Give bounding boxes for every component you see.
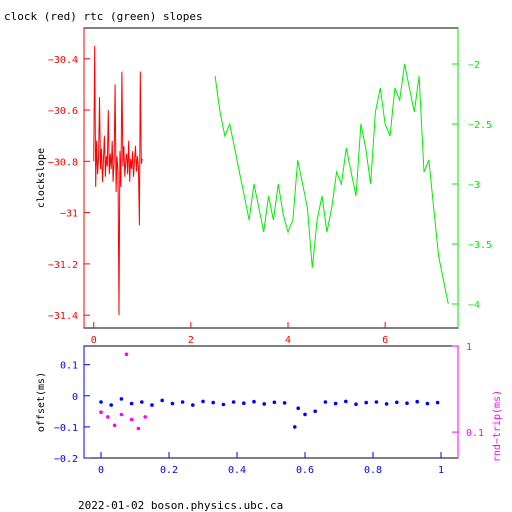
series-point-rnd-trip — [119, 412, 124, 417]
bottom-right-axis: 10.1 — [452, 342, 484, 458]
bottom-y2-axis-label: rnd−trip(ms) — [492, 390, 503, 462]
series-point-offset — [405, 401, 409, 406]
bottom-left-axis: 0.1 0 −0.1 −0.2 — [54, 346, 90, 465]
series-point-offset — [231, 400, 236, 404]
series-point-offset — [201, 399, 205, 404]
series-point-offset — [242, 401, 246, 406]
top-y-axis-label: clockslope — [36, 148, 47, 208]
top-left-tick-label: −31.2 — [48, 260, 78, 271]
footer-timestamp: 2022-01-02 boson.physics.ubc.ca — [78, 499, 283, 512]
top-left-axis: −30.4 −30.6 −30.8 −31 −31.2 −31.4 — [48, 28, 90, 328]
series-point-offset — [313, 409, 318, 414]
top-right-axis: −2 −2.5 −3 −3.5 −4 — [452, 28, 492, 328]
top-series-group — [93, 45, 449, 316]
series-point-offset — [99, 400, 103, 404]
series-point-offset — [262, 402, 267, 406]
series-point-offset — [395, 400, 399, 405]
series-point-offset — [119, 397, 124, 401]
bottom-series-group — [99, 352, 440, 431]
series-point-rnd-trip — [143, 415, 147, 419]
bottom-bottom-axis: 0 0.2 0.4 0.6 0.8 1 — [98, 452, 444, 476]
chart-title: clock (red) rtc (green) slopes — [4, 10, 203, 23]
top-right-tick-label: −3.5 — [468, 240, 492, 251]
top-right-tick-label: −2 — [468, 60, 480, 71]
series-point-offset — [150, 403, 154, 407]
series-point-rnd-trip — [99, 410, 103, 415]
bottom-x-tick-label: 0.2 — [160, 465, 178, 476]
bottom-left-tick-label: −0.1 — [54, 423, 78, 434]
bottom-x-tick-label: 0 — [98, 465, 104, 476]
bottom-panel-offset: 0.10−0.1−0.2 10.1 0 0.2 0.4 0.6 0.8 1 offset(… — [36, 342, 503, 476]
bottom-x-tick-label: 0.8 — [364, 465, 382, 476]
series-point-offset — [211, 400, 215, 405]
series-point-offset — [293, 425, 297, 429]
bottom-left-tick-label: 0 — [72, 392, 78, 403]
series-point-rnd-trip — [106, 415, 110, 419]
top-x-tick-label: 0 — [91, 335, 97, 346]
top-x-tick-label: 2 — [188, 335, 194, 346]
series-point-offset — [272, 400, 277, 405]
series-point-offset — [180, 400, 185, 404]
bottom-x-tick-label: 0.6 — [296, 465, 314, 476]
top-right-tick-label: −4 — [468, 300, 480, 311]
series-point-offset — [415, 399, 420, 404]
bottom-right-tick-label: 0.1 — [466, 428, 484, 439]
series-point-offset — [221, 402, 226, 407]
top-left-tick-label: −30.4 — [48, 55, 78, 66]
series-point-offset — [384, 402, 389, 406]
series-point-offset — [333, 401, 338, 406]
series-point-rnd-trip — [136, 426, 141, 431]
series-point-rnd-trip — [112, 423, 117, 428]
series-point-offset — [160, 398, 164, 403]
bottom-x-tick-label: 1 — [438, 465, 444, 476]
top-x-tick-label: 4 — [285, 335, 291, 346]
series-line-clock — [93, 45, 143, 316]
series-point-offset — [364, 400, 369, 405]
series-point-offset — [140, 400, 144, 404]
top-right-tick-label: −3 — [468, 180, 480, 191]
series-point-offset — [170, 401, 175, 406]
series-point-offset — [374, 400, 379, 404]
series-point-offset — [252, 399, 256, 404]
bottom-left-tick-label: 0.1 — [60, 361, 78, 372]
series-point-offset — [344, 399, 348, 404]
series-point-offset — [109, 403, 113, 407]
bottom-y-axis-label: offset(ms) — [36, 372, 47, 432]
series-point-rnd-trip — [124, 352, 129, 357]
top-right-tick-label: −2.5 — [468, 120, 492, 131]
bottom-left-tick-label: −0.2 — [54, 454, 78, 465]
bottom-right-tick-label: 1 — [466, 342, 472, 353]
series-point-offset — [303, 412, 307, 417]
series-point-offset — [354, 402, 358, 407]
top-left-tick-label: −31 — [60, 209, 78, 220]
top-left-tick-label: −30.6 — [48, 106, 78, 117]
top-panel-slopes: −30.4 −30.6 −30.8 −31 −31.2 −31.4 −2 −2.5 −3 −3.… — [36, 27, 492, 346]
top-left-tick-label: −30.8 — [48, 157, 78, 168]
top-left-tick-label: −31.4 — [48, 311, 78, 322]
top-x-tick-label: 6 — [382, 335, 388, 346]
series-point-offset — [435, 400, 440, 405]
top-bottom-axis: 0 2 4 6 — [91, 322, 388, 346]
series-point-offset — [191, 403, 195, 407]
series-point-offset — [425, 401, 430, 406]
series-point-rnd-trip — [129, 417, 134, 422]
series-point-offset — [129, 401, 134, 406]
series-point-offset — [323, 400, 328, 404]
bottom-x-tick-label: 0.4 — [228, 465, 246, 476]
series-point-offset — [296, 406, 301, 411]
series-line-rtc — [214, 63, 449, 305]
series-point-offset — [282, 401, 287, 405]
